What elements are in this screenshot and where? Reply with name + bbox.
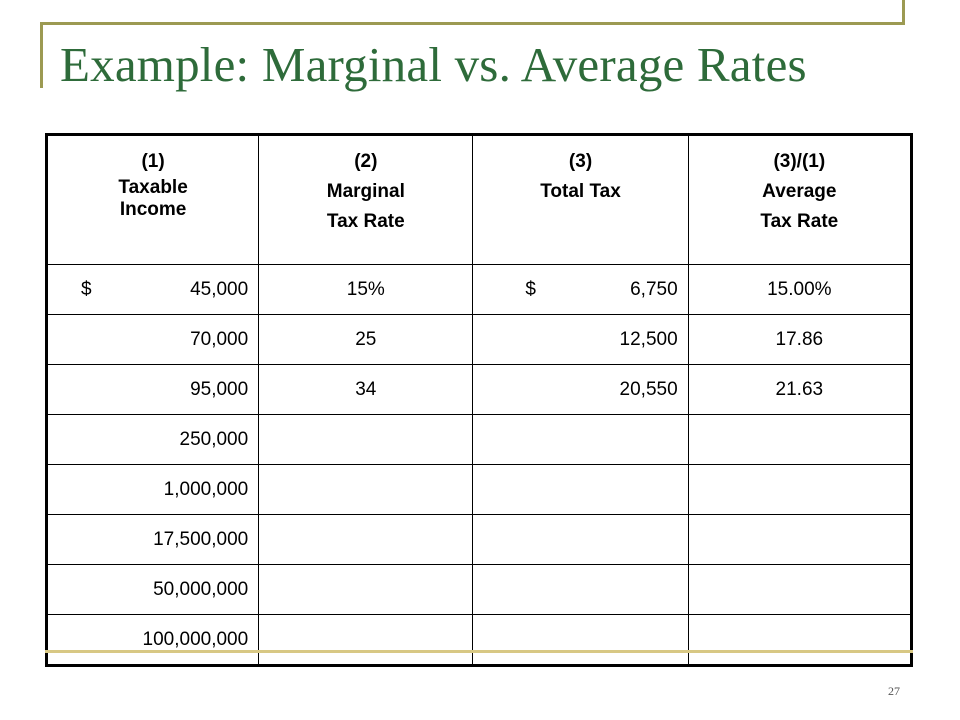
table-row: 250,000 — [45, 414, 913, 465]
header-average-tax-rate: (3)/(1) Average Tax Rate — [687, 134, 913, 265]
marginal-rate-cell: 34 — [258, 364, 474, 415]
table-row: 95,000 34 20,550 21.63 — [45, 364, 913, 415]
income-cell: 1,000,000 — [45, 464, 260, 515]
table-row: 100,000,000 — [45, 614, 913, 666]
average-rate-cell — [687, 414, 913, 465]
marginal-rate-cell — [258, 414, 474, 465]
table-row: 50,000,000 — [45, 564, 913, 615]
income-cell: 250,000 — [45, 414, 260, 465]
income-cell: $45,000 — [45, 264, 260, 315]
tax-table-container: (1) Taxable Income (2) Marginal Tax Rate… — [45, 133, 913, 667]
left-accent-rule — [40, 22, 43, 88]
header-line1: Taxable — [118, 177, 188, 198]
total-tax-cell: 20,550 — [472, 364, 689, 415]
slide-title: Example: Marginal vs. Average Rates — [60, 37, 807, 92]
currency-symbol: $ — [525, 278, 536, 300]
income-cell: 70,000 — [45, 314, 260, 365]
total-tax-cell — [472, 414, 689, 465]
income-cell: 50,000,000 — [45, 564, 260, 615]
header-number: (2) — [354, 151, 378, 172]
income-cell: 100,000,000 — [45, 614, 260, 666]
total-tax-cell — [472, 614, 689, 666]
header-line1: Marginal — [326, 181, 405, 202]
total-tax-cell — [472, 514, 689, 565]
marginal-rate-cell: 15% — [258, 264, 474, 315]
average-rate-cell: 17.86 — [687, 314, 913, 365]
total-tax-cell: 12,500 — [472, 314, 689, 365]
top-accent-rule — [40, 22, 905, 25]
average-rate-cell — [687, 464, 913, 515]
tax-table: (1) Taxable Income (2) Marginal Tax Rate… — [45, 133, 913, 667]
marginal-rate-cell — [258, 564, 474, 615]
total-tax-cell — [472, 464, 689, 515]
average-rate-cell — [687, 564, 913, 615]
average-rate-cell — [687, 514, 913, 565]
header-marginal-tax-rate: (2) Marginal Tax Rate — [258, 134, 474, 265]
header-number: (3) — [568, 151, 593, 172]
header-number: (1) — [141, 151, 165, 172]
marginal-rate-cell: 25 — [258, 314, 474, 365]
total-tax-value: 6,750 — [630, 278, 678, 300]
marginal-rate-cell — [258, 464, 474, 515]
income-cell: 95,000 — [45, 364, 260, 415]
table-row: 70,000 25 12,500 17.86 — [45, 314, 913, 365]
average-rate-cell — [687, 614, 913, 666]
page-number: 27 — [888, 684, 900, 698]
total-tax-cell — [472, 564, 689, 615]
header-line1: Total Tax — [540, 181, 621, 202]
table-row: $45,000 15% $6,750 15.00% — [45, 264, 913, 315]
average-rate-cell: 21.63 — [687, 364, 913, 415]
total-tax-cell: $6,750 — [472, 264, 689, 315]
table-row: 1,000,000 — [45, 464, 913, 515]
income-cell: 17,500,000 — [45, 514, 260, 565]
table-header-row: (1) Taxable Income (2) Marginal Tax Rate… — [45, 134, 913, 265]
average-rate-cell: 15.00% — [687, 264, 913, 315]
marginal-rate-cell — [258, 614, 474, 666]
right-accent-rule — [902, 0, 905, 25]
header-line2: Tax Rate — [760, 211, 839, 232]
income-value: 45,000 — [190, 278, 249, 300]
header-line1: Average — [762, 181, 837, 202]
table-row: 17,500,000 — [45, 514, 913, 565]
header-number: (3)/(1) — [773, 151, 826, 172]
table-bottom-accent — [45, 650, 913, 653]
header-line2: Tax Rate — [326, 211, 405, 232]
header-taxable-income: (1) Taxable Income — [45, 134, 260, 265]
header-line2: Income — [119, 199, 187, 220]
currency-symbol: $ — [81, 278, 92, 300]
header-total-tax: (3) Total Tax — [472, 134, 689, 265]
marginal-rate-cell — [258, 514, 474, 565]
